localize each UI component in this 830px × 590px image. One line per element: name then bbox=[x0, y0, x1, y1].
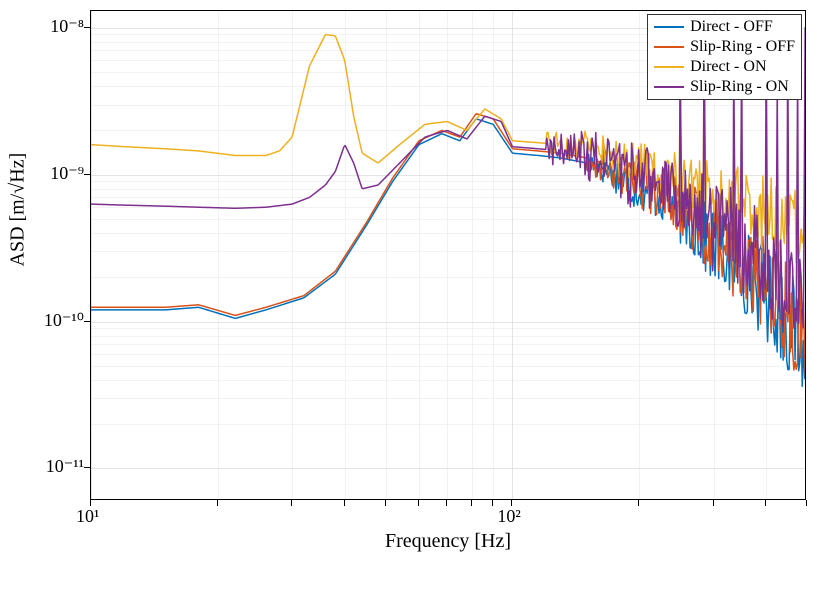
chart-container: 10¹ 10² 10⁻¹¹ 10⁻¹⁰ 10⁻⁹ 10⁻⁸ Frequency [Hz] AS… bbox=[0, 0, 830, 590]
x-tick bbox=[217, 500, 218, 506]
legend-item: Slip-Ring - ON bbox=[654, 77, 795, 97]
legend-swatch bbox=[654, 26, 684, 28]
series-line bbox=[91, 119, 806, 386]
x-tick bbox=[446, 500, 447, 506]
y-axis-label: ASD [m/√Hz] bbox=[7, 243, 30, 267]
legend-swatch bbox=[654, 86, 684, 88]
legend-label: Slip-Ring - OFF bbox=[690, 38, 795, 56]
x-tick-label: 10¹ bbox=[76, 506, 99, 527]
x-tick bbox=[492, 500, 493, 506]
x-tick bbox=[291, 500, 292, 506]
x-tick bbox=[471, 500, 472, 506]
legend-swatch bbox=[654, 66, 684, 68]
x-tick bbox=[344, 500, 345, 506]
legend-item: Direct - ON bbox=[654, 57, 795, 77]
legend-label: Slip-Ring - ON bbox=[690, 78, 789, 96]
x-axis-label: Frequency [Hz] bbox=[368, 530, 528, 553]
y-tick bbox=[84, 27, 90, 28]
legend-label: Direct - OFF bbox=[690, 18, 773, 36]
x-tick bbox=[713, 500, 714, 506]
legend-item: Slip-Ring - OFF bbox=[654, 37, 795, 57]
x-tick bbox=[511, 500, 512, 506]
x-tick bbox=[765, 500, 766, 506]
legend-swatch bbox=[654, 46, 684, 48]
legend: Direct - OFF Slip-Ring - OFF Direct - ON Sl… bbox=[647, 14, 802, 100]
y-tick-label: 10⁻¹⁰ bbox=[44, 310, 84, 331]
legend-label: Direct - ON bbox=[690, 58, 766, 76]
legend-item: Direct - OFF bbox=[654, 17, 795, 37]
x-tick bbox=[638, 500, 639, 506]
y-tick bbox=[84, 174, 90, 175]
y-tick-label: 10⁻⁸ bbox=[50, 16, 84, 37]
x-tick bbox=[90, 500, 91, 506]
x-tick bbox=[385, 500, 386, 506]
y-tick-label: 10⁻¹¹ bbox=[46, 456, 84, 477]
y-tick bbox=[84, 467, 90, 468]
x-tick bbox=[806, 500, 807, 506]
y-tick-label: 10⁻⁹ bbox=[50, 163, 84, 184]
x-tick bbox=[418, 500, 419, 506]
x-tick-label: 10² bbox=[497, 506, 520, 527]
y-tick bbox=[84, 321, 90, 322]
